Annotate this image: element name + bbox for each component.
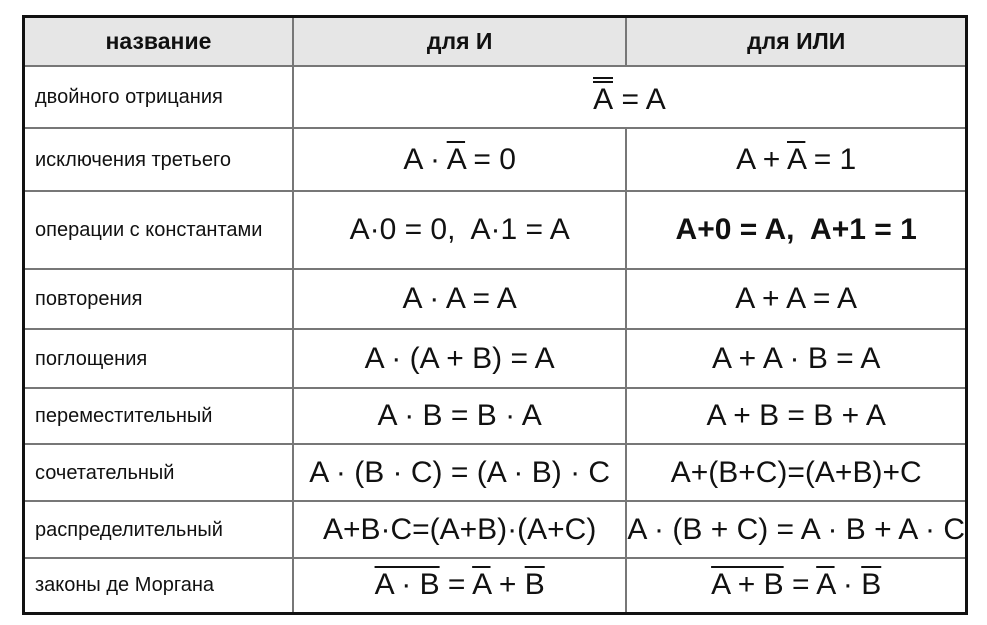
header-name: название [22,15,294,67]
law-row: сочетательный A · (B · C) = (A · B) · C A+… [22,443,968,502]
formula-and: A · (B · C) = (A · B) · C [291,443,628,502]
law-name: переместительный [22,387,294,445]
formula-and: A+B·C=(A+B)·(A+C) [291,500,628,559]
law-name: повторения [22,268,294,330]
law-name: распределительный [22,500,294,559]
formula-part: A + B [711,568,784,602]
law-row: распределительный A+B·C=(A+B)·(A+C) A · (B… [22,500,968,559]
formula-part: · [834,568,862,602]
formula-part: A·0 = 0, A·1 = A [349,213,570,246]
law-name: поглощения [22,328,294,389]
formula-or: A + B = A · B [625,557,968,614]
formula-and: A · A = 0 [291,127,628,192]
formula-part: A · [403,142,447,176]
formula-or: A+0 = A, A+1 = 1 [625,190,968,270]
formula-part: B [524,568,545,602]
formula-part: A [446,142,466,176]
formula-part: = [439,568,473,602]
header-or: для ИЛИ [625,15,968,67]
formula-part: A+B·C=(A+B)·(A+C) [322,512,597,546]
formula-or: A + A · B = A [625,328,968,389]
formula-or: A + A = A [625,268,968,330]
formula-part: A+0 = A, A+1 = 1 [675,213,917,246]
law-name: законы де Моргана [22,557,294,614]
header-row: название для И для ИЛИ [22,15,968,67]
formula-part: A [593,77,614,116]
formula-part: A [787,142,806,176]
law-name: операции с константами [22,190,294,270]
boolean-laws-table: название для И для ИЛИ двойного отрицани… [22,15,968,615]
formula-and: A · A = A [291,268,628,330]
formula-and: A · (A + B) = A [291,328,628,389]
formula-or: A + A = 1 [625,127,968,192]
formula-part: A · (B · C) = (A · B) · C [309,455,611,489]
formula-part: A + [736,142,787,176]
law-row: переместительный A · B = B · A A + B = B +… [22,387,968,445]
formula-part: A · (A + B) = A [364,341,555,375]
formula-part: A · B [374,568,440,602]
formula-or: A + B = B + A [625,387,968,445]
formula-part: A [816,568,835,602]
law-row: двойного отрицания A = A [22,65,968,129]
formula-part: A · B = B · A [377,399,542,432]
formula-and: A·0 = 0, A·1 = A [291,190,628,270]
formula-part-inner: A [593,81,614,116]
formula-part: A+(B+C)=(A+B)+C [670,455,922,489]
formula-part: A · (B + C) = A · B + A · C [627,512,965,546]
formula-part: = 1 [805,142,857,176]
formula-both: A = A [291,65,968,129]
formula-and: A · B = B · A [291,387,628,445]
formula-part: B [861,568,882,602]
formula-part: = [783,568,817,602]
formula-and: A · B = A + B [291,557,628,614]
law-row: повторения A · A = A A + A = A [22,268,968,330]
formula-or: A+(B+C)=(A+B)+C [625,443,968,502]
formula-part: = 0 [465,142,516,176]
header-and: для И [291,15,628,67]
law-row: поглощения A · (A + B) = A A + A · B = A [22,328,968,389]
formula-part: = A [613,83,666,116]
formula-part: A + A = A [735,282,858,315]
formula-part: A + A · B = A [711,341,881,375]
formula-or: A · (B + C) = A · B + A · C [625,500,968,559]
formula-part: A · A = A [402,282,517,315]
formula-part: + [490,568,525,602]
formula-part: A + B = B + A [706,399,886,432]
law-name: исключения третьего [22,127,294,192]
law-row: операции с константами A·0 = 0, A·1 = A A+… [22,190,968,270]
law-name: двойного отрицания [22,65,294,129]
law-name: сочетательный [22,443,294,502]
formula-part: A [472,568,491,602]
